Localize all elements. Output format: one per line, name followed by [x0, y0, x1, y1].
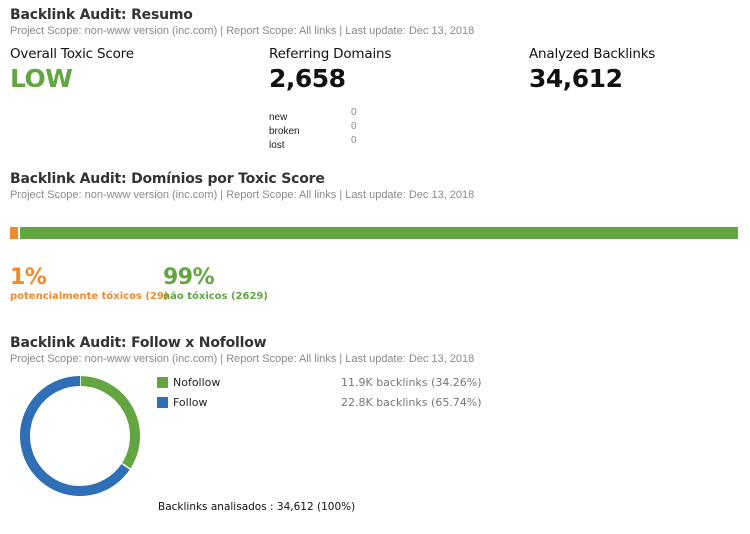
nontoxic-percentage: 99%: [163, 265, 215, 290]
donut-separator: [120, 462, 132, 471]
resumo-title: Backlink Audit: Resumo: [10, 7, 193, 23]
toxic-count-label: potencialmente tóxicos (29): [10, 291, 169, 302]
follow-swatch: [157, 397, 168, 408]
breakdown-value: 0: [351, 121, 357, 132]
analyzed-backlinks-label: Analyzed Backlinks: [529, 46, 656, 62]
toxic-percentage: 1%: [10, 265, 47, 290]
legend-label: Nofollow: [173, 376, 221, 389]
analyzed-backlinks-value: 34,612: [529, 64, 623, 93]
follow-title: Backlink Audit: Follow x Nofollow: [10, 335, 267, 351]
nontoxic-bar-segment[interactable]: [20, 227, 738, 239]
dominios-title: Backlink Audit: Domínios por Toxic Score: [10, 171, 325, 187]
follow-donut-chart: [20, 375, 140, 496]
breakdown-label: broken: [269, 126, 300, 137]
toxic-distribution-bar: [10, 227, 738, 239]
breakdown-row-broken: broken 0: [269, 121, 369, 137]
nofollow-swatch: [157, 377, 168, 388]
toxic-bar-segment[interactable]: [10, 227, 18, 239]
breakdown-value: 0: [351, 107, 357, 118]
follow-backlinks-value: 22.8K backlinks (65.74%): [341, 396, 482, 409]
donut-slice-follow[interactable]: [20, 376, 131, 496]
donut-slice-nofollow[interactable]: [79, 376, 140, 469]
breakdown-row-new: new 0: [269, 107, 369, 123]
toxic-score-label: Overall Toxic Score: [10, 46, 134, 62]
total-backlinks-analyzed: Backlinks analisados : 34,612 (100%): [158, 501, 356, 513]
breakdown-value: 0: [351, 135, 357, 146]
referring-domains-value: 2,658: [269, 64, 346, 93]
follow-subtitle: Project Scope: non-www version (inc.com)…: [10, 353, 475, 365]
dominios-subtitle: Project Scope: non-www version (inc.com)…: [10, 189, 475, 201]
nofollow-backlinks-value: 11.9K backlinks (34.26%): [341, 376, 482, 389]
breakdown-label: new: [269, 112, 288, 123]
breakdown-row-lost: lost 0: [269, 135, 369, 151]
resumo-subtitle: Project Scope: non-www version (inc.com)…: [10, 25, 475, 37]
breakdown-label: lost: [269, 140, 285, 151]
referring-domains-label: Referring Domains: [269, 46, 392, 62]
legend-label: Follow: [173, 396, 208, 409]
referring-domains-breakdown: new 0 broken 0 lost 0: [269, 107, 369, 151]
nontoxic-count-label: não tóxicos (2629): [163, 291, 268, 302]
toxic-score-value: LOW: [10, 64, 73, 93]
